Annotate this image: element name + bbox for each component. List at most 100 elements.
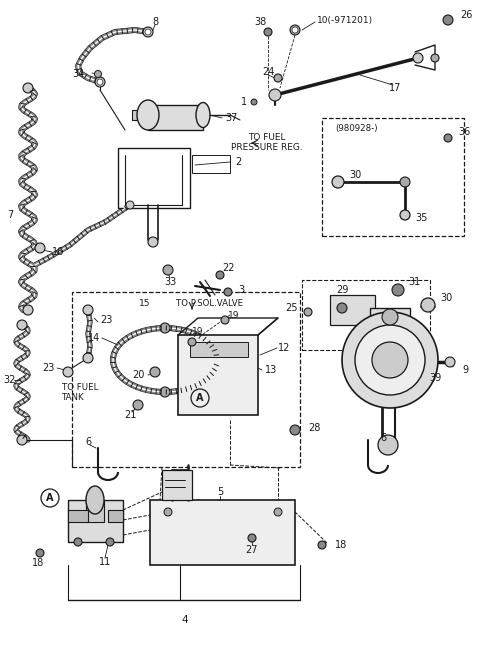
Text: 12: 12 <box>278 343 290 353</box>
Circle shape <box>318 541 326 549</box>
Text: 2: 2 <box>235 157 241 167</box>
Text: 6: 6 <box>380 433 386 443</box>
Circle shape <box>216 271 224 279</box>
Text: 25: 25 <box>286 303 298 313</box>
Text: 9: 9 <box>462 365 468 375</box>
Circle shape <box>372 342 408 378</box>
Bar <box>150 500 295 565</box>
Text: 5: 5 <box>217 487 223 497</box>
Text: 23: 23 <box>43 363 55 373</box>
Circle shape <box>445 357 455 367</box>
Text: 26: 26 <box>460 10 472 20</box>
Text: 37: 37 <box>225 113 238 123</box>
Bar <box>178 335 258 415</box>
Circle shape <box>163 265 173 275</box>
Circle shape <box>95 70 101 77</box>
Text: 20: 20 <box>132 370 145 380</box>
Circle shape <box>269 89 281 101</box>
Text: 3: 3 <box>238 285 244 295</box>
Circle shape <box>274 74 282 82</box>
Text: 17: 17 <box>389 83 401 93</box>
Bar <box>192 155 230 173</box>
Text: 33: 33 <box>164 277 176 287</box>
Circle shape <box>221 316 229 324</box>
Circle shape <box>444 134 452 142</box>
Text: 10(-971201): 10(-971201) <box>317 16 373 24</box>
Circle shape <box>160 323 170 333</box>
Text: 23: 23 <box>100 315 112 325</box>
Text: 39: 39 <box>429 373 441 383</box>
Bar <box>330 295 375 325</box>
Text: 13: 13 <box>265 365 277 375</box>
Text: 18: 18 <box>32 558 44 568</box>
Circle shape <box>35 243 45 253</box>
Bar <box>108 510 123 522</box>
Circle shape <box>251 99 257 105</box>
Bar <box>86 500 104 522</box>
Bar <box>190 342 248 357</box>
Text: 36: 36 <box>458 127 470 137</box>
Bar <box>370 308 410 326</box>
Bar <box>68 500 123 542</box>
Text: 30: 30 <box>349 170 361 180</box>
Circle shape <box>443 15 453 25</box>
Text: (980928-): (980928-) <box>335 123 377 133</box>
Text: 28: 28 <box>308 423 320 433</box>
Circle shape <box>106 538 114 546</box>
Circle shape <box>413 53 423 63</box>
Circle shape <box>97 79 103 85</box>
Circle shape <box>83 353 93 363</box>
Ellipse shape <box>86 486 104 514</box>
Circle shape <box>292 27 298 33</box>
Circle shape <box>332 176 344 188</box>
Text: 15: 15 <box>139 300 150 308</box>
Text: TO FUEL: TO FUEL <box>62 384 98 392</box>
Text: TANK: TANK <box>62 394 84 403</box>
Circle shape <box>133 400 143 410</box>
Text: 6: 6 <box>85 437 91 447</box>
Text: 8: 8 <box>152 17 158 27</box>
Text: 18: 18 <box>335 540 347 550</box>
Circle shape <box>382 309 398 325</box>
Circle shape <box>17 435 27 445</box>
Circle shape <box>188 338 196 346</box>
Circle shape <box>160 387 170 397</box>
Circle shape <box>143 27 153 37</box>
Circle shape <box>248 534 256 542</box>
Circle shape <box>290 25 300 35</box>
Circle shape <box>400 210 410 220</box>
Text: 38: 38 <box>254 17 266 27</box>
Circle shape <box>304 308 312 316</box>
Circle shape <box>264 28 272 36</box>
Text: 30: 30 <box>440 293 452 303</box>
Circle shape <box>36 549 44 557</box>
Text: 35: 35 <box>415 213 427 223</box>
Text: 16: 16 <box>52 247 64 257</box>
Text: 24: 24 <box>262 67 274 77</box>
Circle shape <box>150 367 160 377</box>
Circle shape <box>63 367 73 377</box>
Text: 22: 22 <box>222 263 235 273</box>
Circle shape <box>337 303 347 313</box>
Text: TO P.SOL.VALVE: TO P.SOL.VALVE <box>177 300 243 308</box>
Ellipse shape <box>137 100 159 130</box>
Circle shape <box>290 425 300 435</box>
Text: 19: 19 <box>192 327 204 337</box>
Circle shape <box>23 83 33 93</box>
Bar <box>302 280 430 350</box>
Text: PRESSURE REG.: PRESSURE REG. <box>231 144 303 152</box>
Bar <box>148 105 203 130</box>
Bar <box>322 118 464 236</box>
Text: A: A <box>196 393 204 403</box>
Text: 21: 21 <box>124 410 136 420</box>
Bar <box>68 510 88 522</box>
Circle shape <box>421 298 435 312</box>
Bar <box>132 110 148 120</box>
Circle shape <box>17 320 27 330</box>
Circle shape <box>431 54 439 62</box>
Ellipse shape <box>196 102 210 127</box>
Text: 27: 27 <box>246 545 258 555</box>
Circle shape <box>83 305 93 315</box>
Text: 29: 29 <box>336 285 348 295</box>
Circle shape <box>378 435 398 455</box>
